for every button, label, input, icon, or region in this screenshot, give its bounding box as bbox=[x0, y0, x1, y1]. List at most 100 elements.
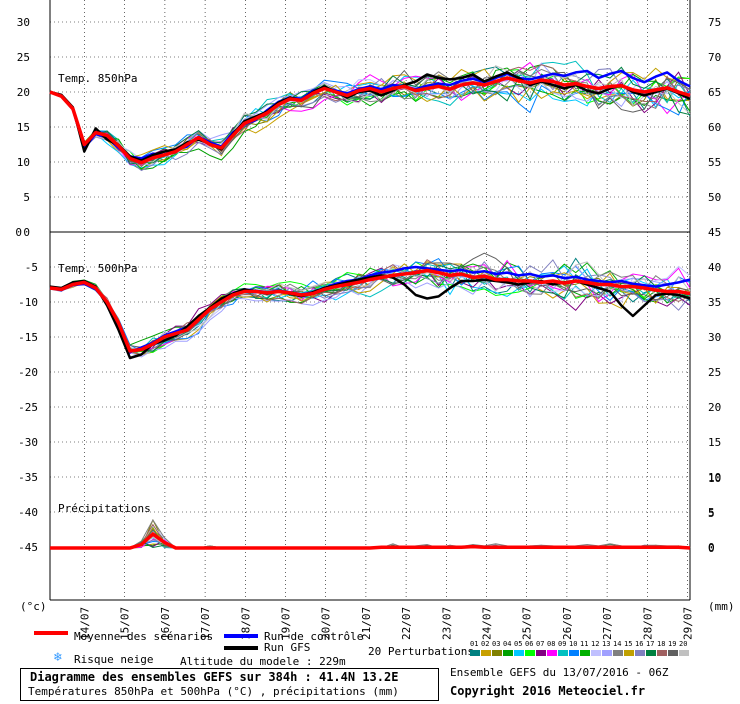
perturbation-number: 03 bbox=[492, 640, 501, 648]
legend-control-line bbox=[224, 634, 258, 638]
y-tick-label-500: -40 bbox=[18, 506, 38, 519]
y2-tick-label-500: 5 bbox=[708, 506, 715, 519]
perturbation-number: 19 bbox=[668, 640, 677, 648]
legend-gfs-line bbox=[224, 646, 258, 650]
temp850-perturbation-14 bbox=[49, 68, 691, 168]
legend-snow-label: Risque neige bbox=[74, 653, 154, 666]
y-tick-label-850: 10 bbox=[17, 156, 30, 169]
perturbation-number: 04 bbox=[503, 640, 512, 648]
x-tick-label: 21/07 bbox=[360, 607, 373, 640]
y2-tick-label-precip: 5 bbox=[708, 507, 715, 520]
copyright: Copyright 2016 Meteociel.fr bbox=[450, 684, 646, 698]
perturbation-number: 12 bbox=[591, 640, 600, 648]
temp850-mean-line bbox=[49, 76, 691, 165]
x-tick-label: 28/07 bbox=[641, 607, 654, 640]
chart-title: Diagramme des ensembles GEFS sur 384h : … bbox=[30, 670, 399, 684]
chart-subtitle: Températures 850hPa et 500hPa (°C) , pré… bbox=[28, 685, 399, 698]
x-tick-label: 24/07 bbox=[481, 607, 494, 640]
y2-tick-label-850: 70 bbox=[708, 51, 721, 64]
temp850-perturbation-4 bbox=[49, 64, 691, 171]
y-tick-label-850: 5 bbox=[23, 191, 30, 204]
perturbation-number: 05 bbox=[514, 640, 523, 648]
perturbation-swatch bbox=[635, 650, 645, 656]
y2-tick-label-500: 15 bbox=[708, 436, 721, 449]
y-tick-label-500: -45 bbox=[18, 541, 38, 554]
temp850-perturbation-6 bbox=[49, 69, 691, 166]
temp500-mean-line bbox=[49, 268, 691, 353]
x-tick-label: 18/07 bbox=[239, 607, 252, 640]
x-tick-label: 22/07 bbox=[400, 607, 413, 640]
y2-tick-label-850: 75 bbox=[708, 16, 721, 29]
x-tick-label: 20/07 bbox=[320, 607, 333, 640]
y-tick-label-850: 15 bbox=[17, 121, 30, 134]
perturbation-swatch bbox=[624, 650, 634, 656]
perturbation-number: 07 bbox=[536, 640, 545, 648]
temp850-perturbation-15 bbox=[49, 67, 691, 159]
perturbation-number: 16 bbox=[635, 640, 644, 648]
perturbation-swatch bbox=[657, 650, 667, 656]
perturbation-swatch bbox=[591, 650, 601, 656]
y2-tick-label-500: 30 bbox=[708, 331, 721, 344]
perturbation-swatch bbox=[569, 650, 579, 656]
y2-tick-label-850: 50 bbox=[708, 191, 721, 204]
perturbation-swatch bbox=[580, 650, 590, 656]
snow-icon: ❄ bbox=[54, 650, 62, 665]
x-tick-label: 14/07 bbox=[79, 607, 92, 640]
temp850-perturbation-13 bbox=[49, 62, 691, 166]
y-tick-label-500: -5 bbox=[25, 261, 38, 274]
y-tick-label-500: -25 bbox=[18, 401, 38, 414]
perturbation-number: 17 bbox=[646, 640, 655, 648]
y-tick-label-500: -10 bbox=[18, 296, 38, 309]
y2-tick-label-500: 20 bbox=[708, 401, 721, 414]
perturbation-swatch bbox=[547, 650, 557, 656]
y2-tick-label-500: 40 bbox=[708, 261, 721, 274]
perturbation-number: 01 bbox=[470, 640, 479, 648]
perturbation-swatch bbox=[558, 650, 568, 656]
perturbation-swatch bbox=[602, 650, 612, 656]
precip-mean-line bbox=[50, 531, 691, 550]
temp850-perturbation-5 bbox=[49, 75, 691, 169]
x-tick-label: 19/07 bbox=[280, 607, 293, 640]
perturbation-swatch bbox=[613, 650, 623, 656]
temp850-perturbation-8 bbox=[49, 61, 691, 166]
perturbation-number: 13 bbox=[602, 640, 611, 648]
x-tick-label: 16/07 bbox=[159, 607, 172, 640]
perturbation-swatch bbox=[481, 650, 491, 656]
temp500-perturbation-13 bbox=[49, 264, 691, 358]
panel-title-500: Temp. 500hPa bbox=[58, 262, 137, 275]
left-unit-label: (°c) bbox=[20, 600, 47, 613]
y-tick-label-500: -15 bbox=[18, 331, 38, 344]
perturbation-swatch bbox=[536, 650, 546, 656]
x-tick-label: 15/07 bbox=[119, 607, 132, 640]
temp850-perturbation-17 bbox=[49, 66, 691, 165]
legend-altitude-label: Altitude du modele : 229m bbox=[180, 655, 346, 668]
x-tick-label: 17/07 bbox=[199, 607, 212, 640]
perturbation-swatch bbox=[514, 650, 524, 656]
y2-tick-label-500: 10 bbox=[708, 471, 721, 484]
perturbation-number: 09 bbox=[558, 640, 567, 648]
temp850-control-line bbox=[49, 69, 691, 160]
y-tick-label-850: 0 bbox=[23, 226, 30, 239]
perturbation-number: 14 bbox=[613, 640, 622, 648]
y2-tick-label-850: 55 bbox=[708, 156, 721, 169]
x-tick-label: 29/07 bbox=[682, 607, 695, 640]
y-tick-label-500: -30 bbox=[18, 436, 38, 449]
x-tick-label: 27/07 bbox=[601, 607, 614, 640]
y-tick-label-500: -20 bbox=[18, 366, 38, 379]
legend-mean-label: Moyenne des scénarios bbox=[74, 630, 214, 643]
y-tick-label-500: -35 bbox=[18, 471, 38, 484]
perturbation-swatch bbox=[668, 650, 678, 656]
y2-tick-label-precip: 10 bbox=[708, 472, 721, 485]
legend-control-label: Run de contrôle bbox=[264, 630, 364, 643]
y2-tick-label-850: 65 bbox=[708, 86, 721, 99]
y2-tick-label-850: 60 bbox=[708, 121, 721, 134]
legend-gfs-label: Run GFS bbox=[264, 641, 311, 654]
y2-tick-label-precip: 0 bbox=[708, 542, 715, 555]
run-info: Ensemble GEFS du 13/07/2016 - 06Z bbox=[450, 666, 669, 679]
y-tick-label-500: 0 bbox=[15, 226, 22, 239]
perturbation-number: 20 bbox=[679, 640, 688, 648]
x-tick-label: 25/07 bbox=[521, 607, 534, 640]
perturbation-number: 11 bbox=[580, 640, 589, 648]
